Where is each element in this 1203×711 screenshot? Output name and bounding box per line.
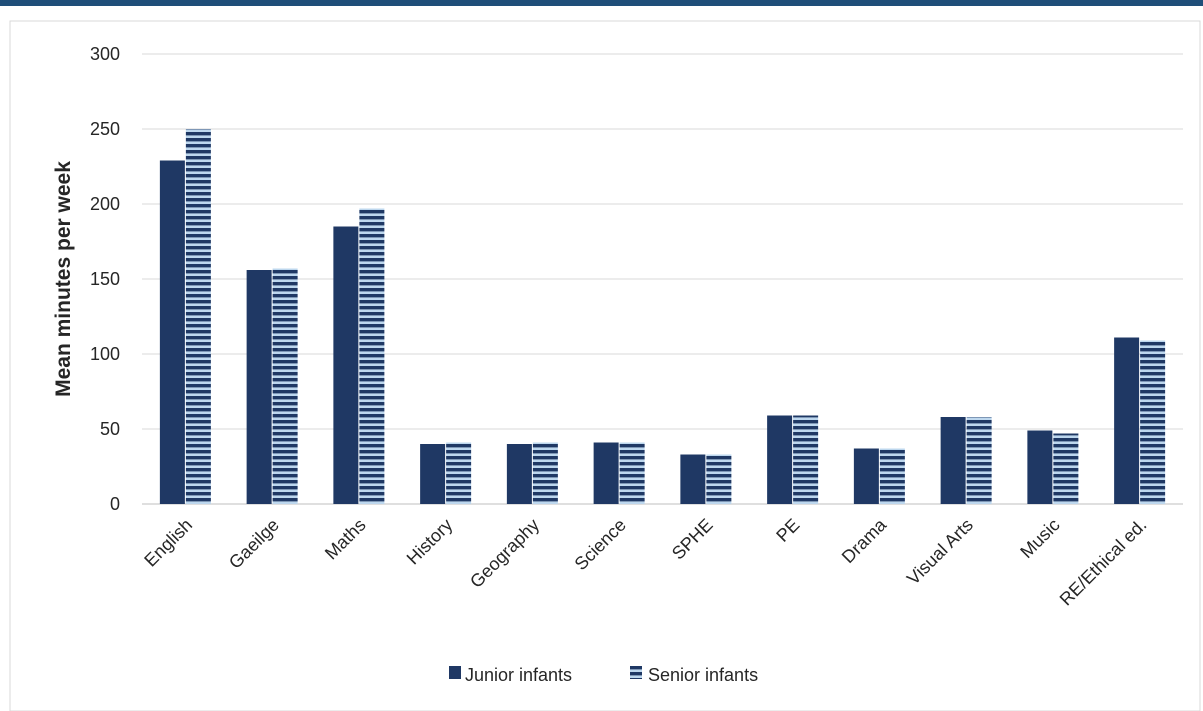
y-tick-label-200: 200 (90, 194, 120, 214)
bar-junior-infants-science (593, 442, 619, 504)
bar-senior-infants-geography (532, 442, 558, 504)
bar-junior-infants-sphe (680, 454, 706, 504)
bar-senior-infants-history (446, 442, 472, 504)
legend-swatch-junior-infants (449, 666, 461, 679)
bar-senior-infants-sphe (706, 454, 732, 504)
x-axis-labels: English Gaeilge Maths History Geography Scien… (140, 514, 1150, 609)
y-tick-label-150: 150 (90, 269, 120, 289)
x-tick-label-pe: PE (772, 515, 803, 546)
bar-senior-infants-maths (359, 208, 385, 504)
y-tick-label-100: 100 (90, 344, 120, 364)
x-tick-label-drama: Drama (838, 514, 891, 567)
bar-junior-infants-geography (506, 444, 532, 504)
bar-junior-infants-visual-arts (940, 417, 966, 504)
x-tick-label-music: Music (1016, 515, 1063, 562)
x-tick-label-sphe: SPHE (668, 515, 717, 564)
bar-senior-infants-pe (793, 415, 819, 504)
bar-junior-infants-maths (333, 226, 359, 504)
legend: Junior infants Senior infants (449, 665, 758, 685)
bar-senior-infants-english (185, 129, 211, 504)
x-tick-label-maths: Maths (321, 515, 370, 564)
legend-label-junior-infants: Junior infants (465, 665, 572, 685)
legend-swatch-senior-infants (630, 666, 642, 679)
bars (159, 129, 1166, 504)
bar-senior-infants-music (1053, 433, 1079, 504)
y-tick-label-0: 0 (110, 494, 120, 514)
x-tick-label-geography: Geography (466, 515, 543, 592)
x-tick-label-english: English (140, 515, 196, 571)
bar-senior-infants-gaeilge (272, 268, 298, 504)
x-tick-label-history: History (403, 515, 457, 569)
gridlines (142, 53, 1183, 505)
bar-junior-infants-english (159, 160, 185, 504)
legend-label-senior-infants: Senior infants (648, 665, 758, 685)
top-rule (0, 0, 1203, 6)
x-tick-label-science: Science (571, 515, 630, 574)
bar-senior-infants-science (619, 442, 645, 504)
bar-junior-infants-history (420, 444, 446, 504)
bar-senior-infants-visual-arts (966, 417, 992, 504)
bar-junior-infants-gaeilge (246, 270, 272, 504)
y-tick-label-250: 250 (90, 119, 120, 139)
y-tick-label-300: 300 (90, 44, 120, 64)
x-tick-label-gaeilge: Gaeilge (225, 515, 283, 573)
chart-border (9, 20, 1201, 711)
y-axis-title: Mean minutes per week (52, 161, 75, 397)
x-tick-label-re-ethical-ed: RE/Ethical ed. (1056, 515, 1151, 610)
bar-junior-infants-re-ethical-ed (1114, 337, 1140, 504)
bar-junior-infants-music (1027, 430, 1053, 504)
bar-senior-infants-drama (879, 448, 905, 504)
bar-senior-infants-re-ethical-ed (1140, 340, 1166, 504)
x-tick-label-visual-arts: Visual Arts (903, 515, 977, 589)
y-tick-label-50: 50 (100, 419, 120, 439)
bar-junior-infants-pe (767, 415, 793, 504)
bar-junior-infants-drama (853, 448, 879, 504)
y-axis-ticks: 0 50 100 150 200 250 300 (90, 44, 120, 514)
